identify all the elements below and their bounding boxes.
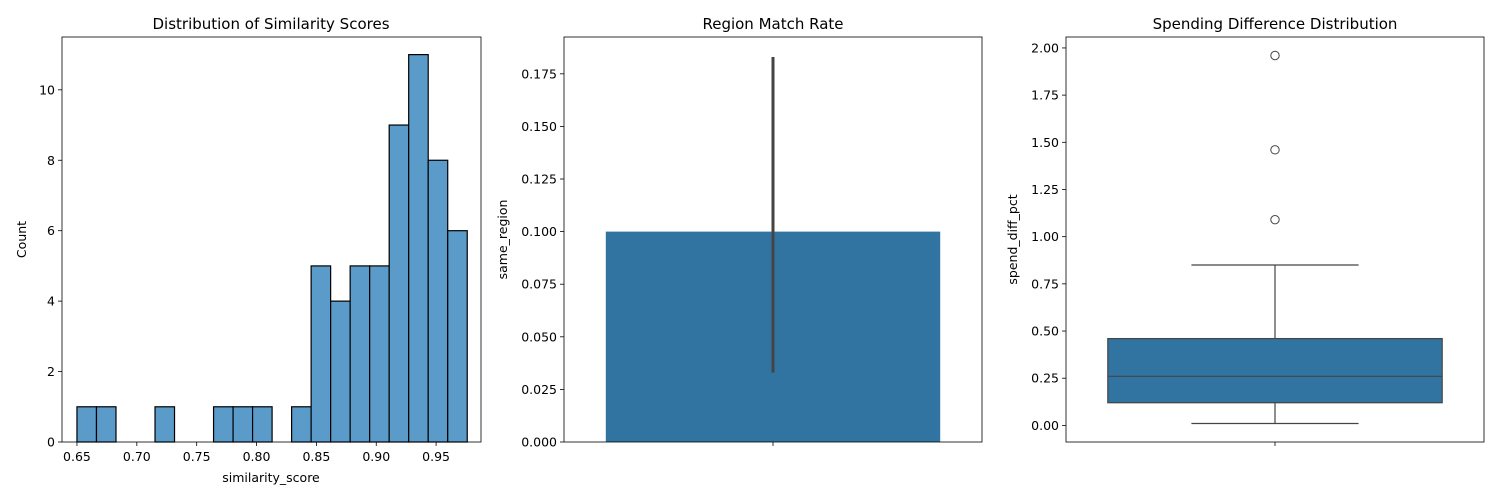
- x-axis-ticks: 0.65 0.70 0.75 0.80 0.85 0.90 0.95: [63, 442, 450, 464]
- region-match-panel: Region Match Rate 0.0000.0250.0500.0750.…: [495, 15, 983, 450]
- y-tick-label: 0.50: [1031, 324, 1059, 339]
- y-tick-label: 1.25: [1031, 182, 1059, 197]
- histogram-bar: [388, 124, 410, 443]
- y-tick-label: 8: [47, 153, 55, 168]
- chart-title: Spending Difference Distribution: [1153, 15, 1398, 33]
- y-tick-label: 10: [39, 82, 55, 97]
- y-tick-label: 0.125: [521, 172, 557, 187]
- iqr-box: [1107, 337, 1443, 404]
- x-tick-label: 0.95: [422, 449, 450, 464]
- histogram-bar: [291, 406, 312, 443]
- y-axis-label: spend_diff_pct: [1005, 194, 1020, 284]
- histogram-bar: [76, 406, 98, 443]
- y-tick-label: 0.00: [1031, 418, 1059, 433]
- histogram-bar: [232, 406, 254, 443]
- histogram-bar: [251, 406, 273, 443]
- y-tick-label: 4: [47, 294, 55, 309]
- outlier-point: [1270, 145, 1280, 155]
- plot-frame: [1065, 36, 1485, 443]
- y-tick-label: 0.25: [1031, 371, 1059, 386]
- histogram-bar: [154, 406, 176, 443]
- histogram-bar: [330, 300, 351, 443]
- plot-frame: [563, 36, 983, 443]
- y-axis-ticks: 0.000 0.025 0.050 0.075 0.100 0.125 0.150 0.175: [521, 66, 564, 450]
- x-tick-label: 0.80: [243, 449, 271, 464]
- y-tick-label: 0.175: [521, 66, 557, 81]
- histogram-bar: [408, 54, 429, 443]
- y-tick-label: 0.75: [1031, 276, 1059, 291]
- plot-frame: [61, 36, 482, 443]
- y-tick-label: 0.100: [521, 224, 557, 239]
- y-tick-label: 6: [47, 223, 55, 238]
- x-tick-label: 0.70: [123, 449, 151, 464]
- x-tick-label: 0.85: [302, 449, 330, 464]
- outlier-point: [1270, 214, 1280, 225]
- chart-title: Distribution of Similarity Scores: [152, 15, 389, 33]
- x-tick-label: 0.90: [362, 449, 390, 464]
- y-tick-label: 1.00: [1031, 229, 1059, 244]
- histogram-bars: [76, 54, 468, 443]
- y-tick-label: 0.000: [521, 435, 557, 450]
- bar-marks: [605, 56, 941, 442]
- histogram-bar: [427, 159, 449, 443]
- similarity-histogram-panel: Distribution of Similarity Scores 0.65 0.…: [14, 15, 482, 485]
- box-plot-marks: [1107, 50, 1443, 425]
- histogram-bar: [212, 406, 234, 443]
- y-tick-label: 2.00: [1031, 40, 1059, 55]
- outlier-point: [1270, 50, 1280, 61]
- y-tick-label: 1.50: [1031, 135, 1059, 150]
- y-tick-label: 0: [47, 435, 55, 450]
- y-tick-label: 0.150: [521, 119, 557, 134]
- y-axis-label: same_region: [495, 200, 510, 280]
- y-tick-label: 0.075: [521, 277, 557, 292]
- histogram-bar: [447, 230, 468, 443]
- y-tick-label: 2: [47, 364, 55, 379]
- x-tick-label: 0.75: [183, 449, 211, 464]
- spend-diff-panel: Spending Difference Distribution 0.00 0.2…: [1005, 15, 1485, 446]
- chart-title: Region Match Rate: [702, 15, 843, 33]
- x-axis-label: similarity_score: [222, 470, 320, 485]
- y-axis-label: Count: [14, 221, 29, 258]
- y-tick-label: 0.050: [521, 329, 557, 344]
- x-tick-label: 0.65: [63, 449, 91, 464]
- histogram-bar: [349, 265, 371, 443]
- y-axis-ticks: 0.00 0.25 0.50 0.75 1.00 1.25 1.50 1.75 2.00: [1031, 40, 1066, 433]
- y-tick-label: 0.025: [521, 382, 557, 397]
- y-tick-label: 1.75: [1031, 88, 1059, 103]
- y-axis-ticks: 0 2 4 6 8 10: [39, 82, 62, 450]
- histogram-bar: [369, 265, 390, 443]
- histogram-bar: [95, 406, 117, 443]
- histogram-bar: [310, 265, 332, 443]
